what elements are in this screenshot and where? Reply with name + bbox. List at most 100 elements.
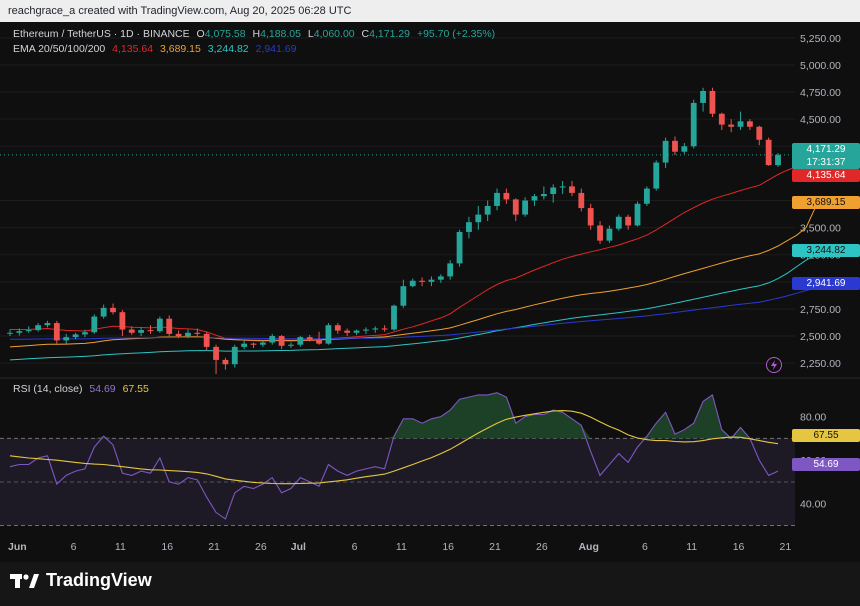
candle-body xyxy=(138,330,145,333)
candle-body xyxy=(25,330,32,332)
candle-body xyxy=(306,337,313,340)
rsi-axis-tick: 80.00 xyxy=(800,412,826,424)
candle-body xyxy=(35,325,42,331)
candle-body xyxy=(718,113,725,125)
candle-body xyxy=(53,323,60,341)
candle-body xyxy=(484,205,491,215)
chart-canvas[interactable]: 5,250.005,000.004,750.004,500.004,250.00… xyxy=(0,22,860,562)
brand-name: TradingView xyxy=(46,570,152,590)
time-axis-tick: 11 xyxy=(396,541,407,553)
price-legend: Ethereum / TetherUS · 1D · BINANCE O4,07… xyxy=(13,28,499,40)
ema20-tag: 4,135.64 xyxy=(792,169,860,182)
rsi-band xyxy=(0,438,795,526)
candle-body xyxy=(700,90,706,103)
candle-body xyxy=(606,228,613,241)
low-label: L xyxy=(307,28,314,40)
candle-body xyxy=(419,280,426,282)
rsi-ma-tag: 67.55 xyxy=(792,429,860,442)
candle-body xyxy=(344,330,351,333)
candle-body xyxy=(475,214,482,223)
tradingview-logo-icon xyxy=(10,573,39,588)
candle-body xyxy=(681,146,688,152)
rsi-overbought-fill xyxy=(731,427,750,439)
candle-body xyxy=(503,192,510,200)
candle-body xyxy=(672,140,678,152)
rsi-overbought-fill xyxy=(94,436,113,439)
candle-body xyxy=(63,337,70,341)
candle-body xyxy=(110,307,116,313)
candle-body xyxy=(643,188,650,204)
price-axis-tick: 4,750.00 xyxy=(800,87,841,99)
candle-body xyxy=(288,344,294,346)
candle-body xyxy=(7,332,13,334)
candle-body xyxy=(447,263,454,277)
lightning-icon[interactable] xyxy=(766,357,782,373)
close-value: 4,171.29 xyxy=(369,28,411,40)
open-label: O xyxy=(196,28,205,40)
ema200-tag: 2,941.69 xyxy=(792,277,860,290)
candle-body xyxy=(325,325,332,344)
candle-body xyxy=(662,140,669,163)
change-value: +95.70 (+2.35%) xyxy=(416,28,496,40)
candle-body xyxy=(456,231,463,264)
candle-body xyxy=(690,102,697,147)
ema50-value: 3,689.15 xyxy=(159,43,201,55)
candle-body xyxy=(437,276,444,280)
candle-body xyxy=(728,124,735,127)
candle-body xyxy=(128,329,135,333)
candle-body xyxy=(16,331,23,333)
candle-body xyxy=(512,199,519,215)
symbol-name[interactable]: Ethereum / TetherUS · 1D · BINANCE xyxy=(13,28,190,40)
footer: TradingView xyxy=(0,562,860,606)
attribution-bar: reachgrace_a created with TradingView.co… xyxy=(0,0,860,22)
candle-body xyxy=(746,121,753,127)
candle-body xyxy=(550,187,557,194)
candle-body xyxy=(213,346,219,360)
price-axis-tick: 5,250.00 xyxy=(800,33,841,45)
candle-body xyxy=(222,359,229,365)
ema-label[interactable]: EMA 20/50/100/200 xyxy=(13,43,106,55)
candle-body xyxy=(494,192,500,206)
candle-body xyxy=(709,90,716,114)
rsi-overbought-fill xyxy=(637,394,732,439)
time-axis-tick: 6 xyxy=(642,541,648,553)
candle-body xyxy=(175,333,182,337)
candle-body xyxy=(353,330,360,333)
candle-body xyxy=(569,186,575,193)
rsi-label[interactable]: RSI (14, close) xyxy=(13,383,83,395)
candle-body xyxy=(597,225,603,241)
time-axis-tick: 21 xyxy=(489,541,501,553)
candle-body xyxy=(737,121,744,127)
attribution-text: reachgrace_a created with TradingView.co… xyxy=(8,5,352,17)
candle-body xyxy=(269,336,276,343)
time-axis-tick: 16 xyxy=(733,541,745,553)
candle-body xyxy=(559,186,566,188)
ema50-tag: 3,689.15 xyxy=(792,196,860,209)
chart-area[interactable]: 5,250.005,000.004,750.004,500.004,250.00… xyxy=(0,22,860,562)
ema20-value: 4,135.64 xyxy=(112,43,154,55)
candle-body xyxy=(625,216,632,226)
candle-body xyxy=(316,339,322,344)
time-axis-tick: 11 xyxy=(115,541,126,553)
ema200-line xyxy=(9,287,816,340)
price-axis-tick: 2,500.00 xyxy=(800,331,841,343)
candle-body xyxy=(44,323,51,326)
ema100-line xyxy=(9,254,816,361)
ema-legend: EMA 20/50/100/200 4,135.64 3,689.15 3,24… xyxy=(13,43,300,55)
rsi-ma-line xyxy=(9,410,779,485)
tradingview-logo[interactable]: TradingView xyxy=(10,570,152,591)
candle-body xyxy=(119,312,126,330)
price-axis-tick: 5,000.00 xyxy=(800,60,841,72)
rsi-overbought-fill xyxy=(384,392,591,439)
candle-body xyxy=(100,307,107,317)
rsi-axis-tick: 40.00 xyxy=(800,499,826,511)
rsi-tag: 54.69 xyxy=(792,458,860,471)
rsi-line xyxy=(9,392,779,520)
candle-body xyxy=(166,318,173,334)
candle-body xyxy=(241,343,248,347)
candle-body xyxy=(259,342,266,345)
time-axis-tick: 26 xyxy=(255,541,267,553)
time-axis-tick: 26 xyxy=(536,541,548,553)
candle-body xyxy=(775,154,781,166)
time-axis-tick: 21 xyxy=(208,541,220,553)
